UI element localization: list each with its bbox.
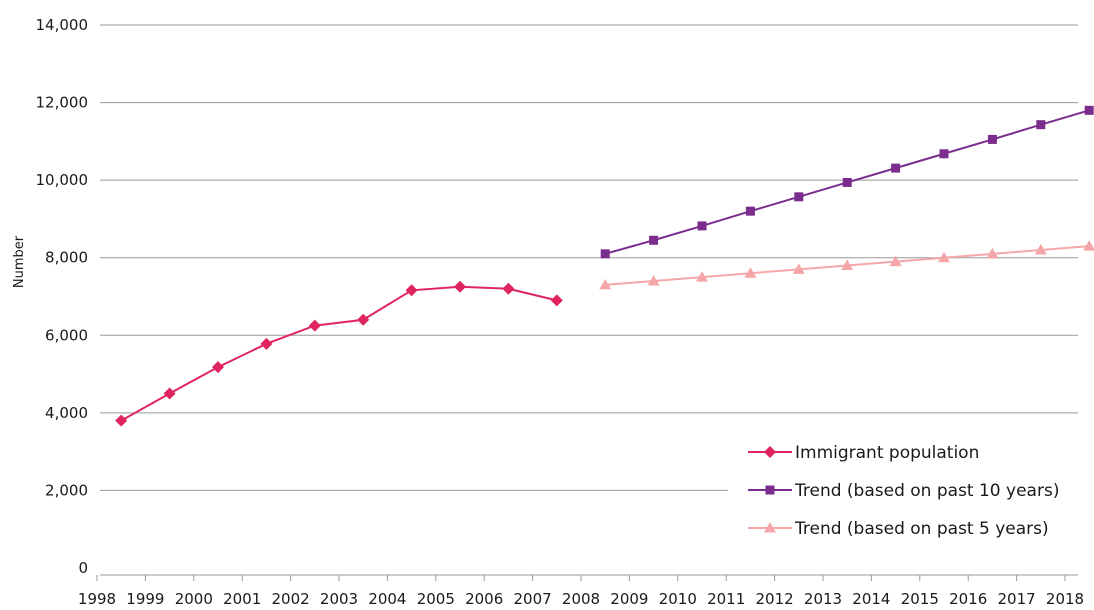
data-point xyxy=(454,280,466,293)
series-2 xyxy=(600,105,1094,259)
x-tick-label: 2003 xyxy=(320,590,358,608)
x-tick-label: 2009 xyxy=(610,590,648,608)
y-tick-label: 14,000 xyxy=(36,16,89,34)
x-tick-label: 2011 xyxy=(707,590,745,608)
x-tick-label: 2015 xyxy=(901,590,939,608)
legend-swatch-marker xyxy=(764,522,776,533)
x-tick-label: 2000 xyxy=(175,590,213,608)
x-tick-label: 2016 xyxy=(949,590,987,608)
data-point xyxy=(938,251,950,263)
data-point xyxy=(260,337,273,350)
legend-label: Trend (based on past 5 years) xyxy=(794,519,1049,539)
data-point xyxy=(115,414,128,427)
x-tick-label: 2017 xyxy=(998,590,1036,608)
y-tick-label: 4,000 xyxy=(45,404,88,422)
series-3 xyxy=(599,240,1094,290)
y-axis-title: Number xyxy=(12,235,27,288)
x-tick-label: 2013 xyxy=(804,590,842,608)
x-axis xyxy=(96,574,1078,581)
data-point xyxy=(550,294,563,307)
y-tick-label: 8,000 xyxy=(45,249,88,267)
y-axis-tick-labels: 0 2,000 4,000 6,000 8,000 10,000 12,000 14,000 xyxy=(36,16,89,577)
data-point xyxy=(600,249,610,259)
data-point xyxy=(1084,105,1094,115)
x-tick-label: 1999 xyxy=(126,590,164,608)
data-point xyxy=(744,267,757,278)
legend-swatch-marker xyxy=(764,446,776,458)
data-point xyxy=(212,361,224,374)
data-point xyxy=(502,282,515,295)
data-point xyxy=(745,206,755,216)
data-point xyxy=(986,247,999,259)
x-tick-label: 2004 xyxy=(368,590,406,608)
series-1 xyxy=(115,280,563,427)
x-tick-label: 2005 xyxy=(417,590,455,608)
data-point xyxy=(697,221,707,231)
legend-item: Immigrant population xyxy=(748,443,979,463)
data-point xyxy=(891,163,901,173)
data-point xyxy=(1036,120,1046,130)
x-tick-label: 2006 xyxy=(465,590,503,608)
data-point xyxy=(647,274,660,286)
data-point xyxy=(794,192,804,202)
series-line xyxy=(120,285,558,422)
data-point xyxy=(987,134,997,144)
x-axis-tick-labels: 1998 1999 2000 2001 2002 2003 2004 2005 2006 2007… xyxy=(78,590,1084,608)
x-tick-label: 2018 xyxy=(1046,590,1084,608)
data-point xyxy=(405,284,418,297)
data-point xyxy=(696,271,708,282)
data-point xyxy=(1034,243,1047,255)
x-tick-label: 1998 xyxy=(78,590,116,608)
series-layer xyxy=(115,105,1094,427)
legend-item: Trend (based on past 5 years) xyxy=(748,519,1049,539)
data-point xyxy=(792,263,805,274)
x-tick-label: 2012 xyxy=(756,590,794,608)
x-tick-label: 2008 xyxy=(562,590,600,608)
x-tick-label: 2007 xyxy=(514,590,552,608)
data-point xyxy=(357,313,370,326)
legend-label: Trend (based on past 10 years) xyxy=(794,481,1059,501)
data-point xyxy=(842,177,852,187)
data-point xyxy=(163,387,176,400)
legend-item: Trend (based on past 10 years) xyxy=(748,481,1059,501)
y-tick-label: 0 xyxy=(78,559,88,577)
y-tick-label: 10,000 xyxy=(36,171,89,189)
x-tick-label: 2014 xyxy=(852,590,890,608)
data-point xyxy=(599,278,612,290)
data-point xyxy=(939,149,949,159)
x-tick-label: 2001 xyxy=(223,590,261,608)
y-tick-label: 12,000 xyxy=(36,94,89,112)
x-tick-label: 2002 xyxy=(272,590,310,608)
data-point xyxy=(1083,240,1094,251)
grid-lines xyxy=(100,24,1078,491)
data-point xyxy=(889,255,902,267)
y-tick-label: 6,000 xyxy=(45,326,88,344)
legend-swatch-marker xyxy=(765,485,775,495)
data-point xyxy=(841,259,854,270)
legend-label: Immigrant population xyxy=(795,443,979,463)
data-point xyxy=(649,235,659,245)
legend: Immigrant population Trend (based on past… xyxy=(728,432,1088,558)
y-tick-label: 2,000 xyxy=(45,481,88,499)
data-point xyxy=(308,319,321,332)
x-tick-label: 2010 xyxy=(659,590,697,608)
